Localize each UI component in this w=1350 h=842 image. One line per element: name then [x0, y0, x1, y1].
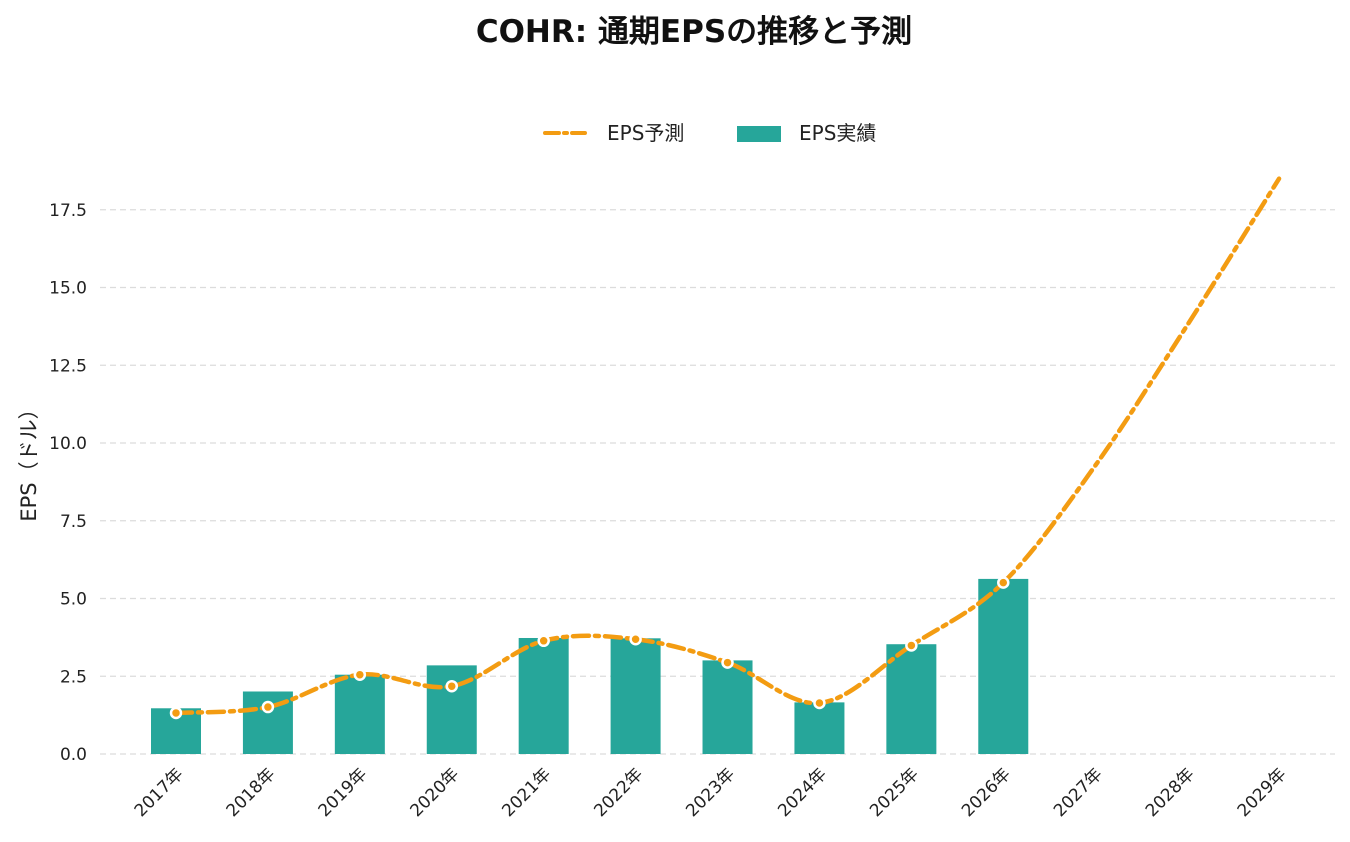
- y-tick-label: 12.5: [49, 356, 87, 376]
- legend-label-forecast: EPS予測: [607, 121, 684, 145]
- bar-2025年: [886, 644, 937, 754]
- forecast-point-2022年: [629, 632, 642, 646]
- x-tick-label: 2018年: [223, 764, 280, 821]
- x-tick-label: 2027年: [1050, 764, 1107, 821]
- y-tick-label: 15.0: [49, 279, 87, 299]
- forecast-point-2019年: [353, 668, 367, 681]
- bar-2019年: [334, 674, 385, 754]
- forecast-point-2026年: [997, 576, 1010, 589]
- x-tick-label: 2025年: [866, 764, 923, 821]
- grid-layer: [100, 209, 1335, 755]
- y-axis-label: EPS（ドル）: [17, 398, 41, 521]
- x-tick-label: 2024年: [774, 764, 831, 821]
- bar-2022年: [610, 638, 661, 754]
- y-tick-label: 0.0: [60, 745, 87, 765]
- x-tick-label: 2023年: [682, 764, 739, 821]
- y-tick-label: 5.0: [60, 590, 87, 610]
- forecast-point-2023年: [721, 656, 734, 669]
- y-axis: 0.0 2.5 5.0 7.5 10.0 12.5 15.0 17.5: [49, 201, 87, 765]
- y-tick-label: 10.0: [49, 434, 87, 454]
- line-series: [173, 176, 1282, 716]
- forecast-point-2021年: [537, 634, 550, 648]
- forecast-point-2020年: [445, 679, 459, 693]
- forecast-point-2024年: [813, 696, 826, 710]
- x-tick-label: 2028年: [1142, 764, 1199, 821]
- chart-title: COHR: 通期EPSの推移と予測: [476, 14, 912, 50]
- bar-2024年: [794, 702, 845, 754]
- bar-2023年: [702, 660, 753, 754]
- x-tick-label: 2020年: [407, 764, 464, 821]
- bar-series: [151, 578, 1029, 754]
- legend-item-forecast: EPS予測: [543, 121, 684, 145]
- x-tick-label: 2021年: [498, 764, 555, 821]
- forecast-line: [173, 176, 1282, 716]
- x-tick-label: 2019年: [315, 764, 372, 821]
- x-axis: 2017年 2018年 2019年 2020年 2021年 2022年 2023年 2024年…: [131, 764, 1291, 821]
- legend-label-actual: EPS実績: [799, 121, 876, 145]
- x-tick-label: 2017年: [131, 764, 188, 821]
- forecast-point-2025年: [905, 639, 918, 652]
- bar-2021年: [518, 637, 569, 754]
- legend-item-actual: EPS実績: [737, 121, 876, 145]
- y-tick-label: 7.5: [60, 512, 87, 532]
- y-tick-label: 2.5: [60, 667, 87, 687]
- x-tick-label: 2026年: [958, 764, 1015, 821]
- legend: EPS予測 EPS実績: [543, 121, 876, 145]
- forecast-point-2017年: [169, 706, 183, 720]
- legend-swatch-actual: [737, 126, 781, 142]
- x-tick-label: 2029年: [1234, 764, 1291, 821]
- line-markers: [169, 576, 1010, 720]
- y-tick-label: 17.5: [49, 201, 87, 221]
- x-tick-label: 2022年: [590, 764, 647, 821]
- bar-2026年: [978, 578, 1029, 754]
- forecast-point-2018年: [261, 700, 275, 714]
